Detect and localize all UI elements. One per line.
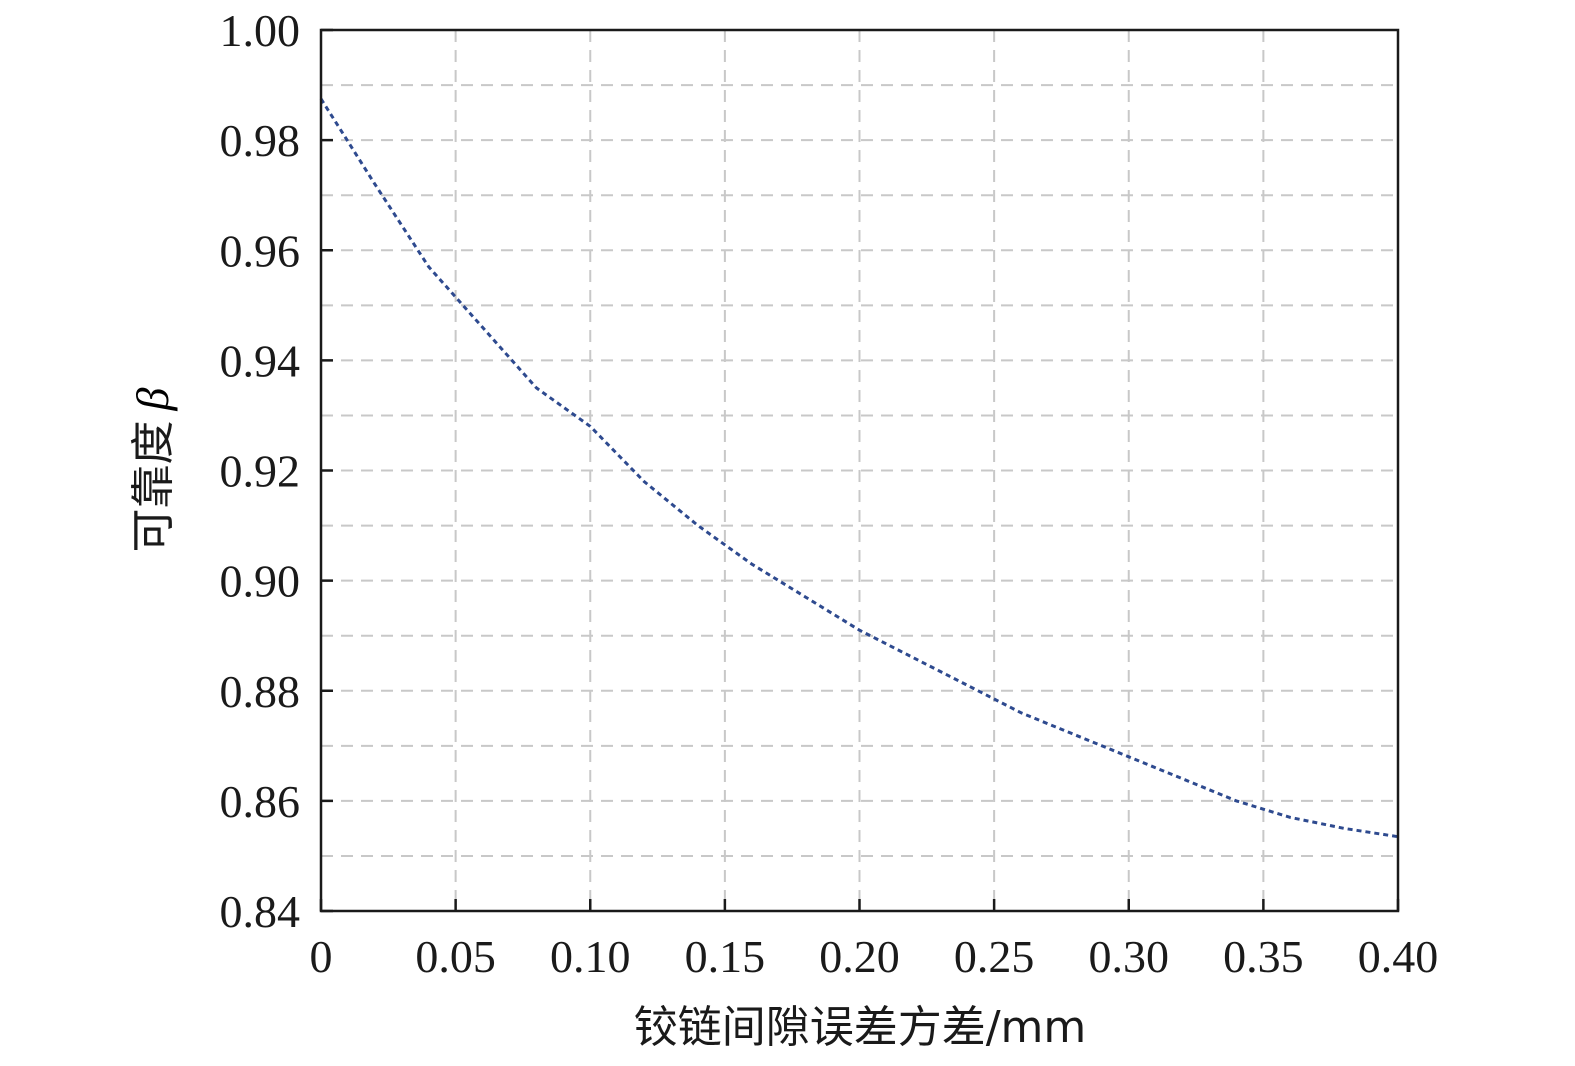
grid-lines [321, 30, 1398, 911]
y-axis-label-symbol: β [127, 387, 178, 411]
y-tick-labels: 0.84 0.86 0.88 0.90 0.92 0.94 0.96 0.98 1.00 [220, 5, 301, 937]
reliability-series-line [319, 97, 1399, 839]
x-tick-label: 0.10 [550, 931, 631, 982]
x-tick-labels: 0 0.05 0.10 0.15 0.20 0.25 0.30 0.35 0.40 [310, 931, 1439, 982]
x-tick-label: 0.05 [415, 931, 496, 982]
series-layer [319, 97, 1399, 839]
y-tick-label: 0.88 [220, 666, 301, 717]
plot-frame [319, 28, 1400, 913]
y-tick-label: 0.94 [220, 335, 301, 386]
y-tick-label: 0.84 [220, 886, 301, 937]
y-tick-label: 0.92 [220, 446, 301, 497]
y-axis-label-text: 可靠度 [128, 420, 179, 552]
x-tick-label: 0.40 [1358, 931, 1439, 982]
x-tick-label: 0.30 [1089, 931, 1170, 982]
y-tick-label: 1.00 [220, 5, 301, 56]
x-tick-label: 0.35 [1223, 931, 1304, 982]
x-tick-label: 0 [310, 931, 333, 982]
y-tick-label: 0.98 [220, 115, 301, 166]
y-tick-label: 0.96 [220, 225, 301, 276]
y-tick-label: 0.90 [220, 556, 301, 607]
x-axis-label: 铰链间隙误差方差/mm [634, 1002, 1087, 1053]
x-tick-label: 0.15 [685, 931, 766, 982]
y-axis-label: 可靠度 β [127, 387, 179, 552]
y-tick-label: 0.86 [220, 776, 301, 827]
x-tick-label: 0.25 [954, 931, 1035, 982]
x-tick-label: 0.20 [819, 931, 900, 982]
